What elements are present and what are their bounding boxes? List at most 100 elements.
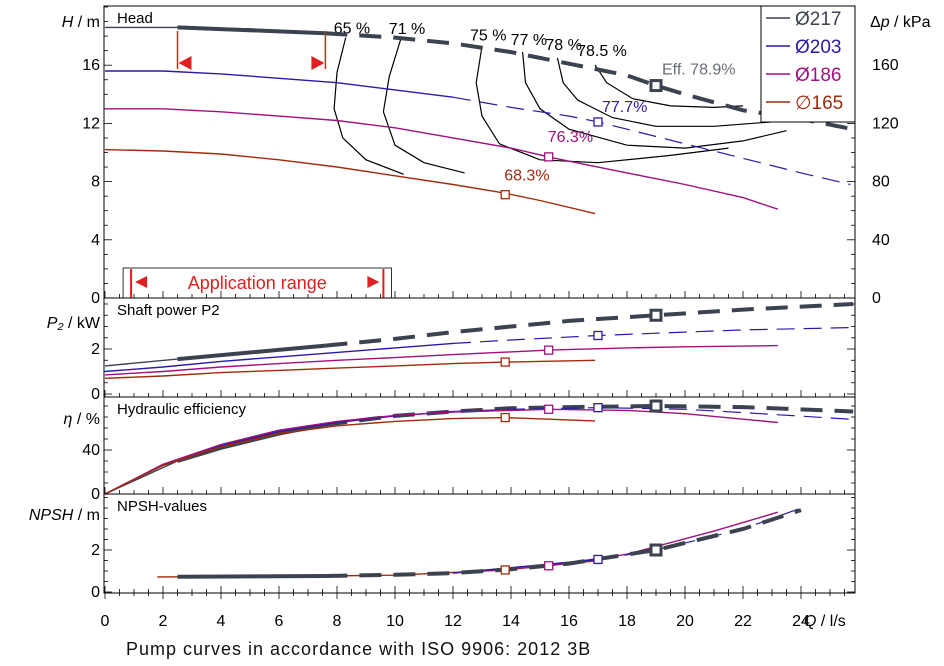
legend: Ø217 Ø203 Ø186 ∅165 (760, 5, 856, 123)
series-line (452, 511, 778, 574)
right-tick-label: 40 (872, 232, 890, 249)
series-line-dashed-bold (325, 302, 854, 348)
series-npsh (452, 505, 808, 574)
y-tick-label: 2 (91, 341, 100, 358)
operating-point-marker (500, 190, 510, 200)
x-tick-label: 8 (333, 613, 342, 630)
panel-npsh: 0 2 NPSH / m NPSH-values (29, 493, 855, 601)
y-axis-label: NPSH / m (29, 507, 100, 524)
operating-point-marker (544, 345, 554, 355)
series-line (104, 410, 454, 495)
series-line (104, 344, 778, 376)
operating-point-marker (500, 565, 510, 575)
footer-caption: Pump curves in accordance with ISO 9906:… (126, 639, 592, 659)
series-head (104, 148, 596, 215)
panel-title: NPSH-values (117, 498, 207, 515)
series-line-bold (177, 574, 326, 579)
efficiency-contour-label: 78.5 % (577, 43, 627, 60)
right-tick-label: 0 (872, 290, 881, 307)
right-tick-label: 120 (872, 115, 899, 132)
x-tick-label: 0 (101, 613, 110, 630)
efficiency-contour (594, 64, 744, 109)
x-axis-label: Q / l/s (804, 613, 846, 630)
operating-point-marker (649, 399, 663, 413)
series-line (104, 408, 778, 495)
x-tick-label: 16 (560, 613, 578, 630)
right-tick-label: 80 (872, 174, 890, 191)
operating-point-marker (649, 79, 663, 93)
application-range-label: Application range (188, 273, 327, 293)
operating-point-marker (649, 543, 663, 557)
series-line-dashed (452, 327, 851, 344)
series-line (104, 342, 454, 373)
operating-point-marker (500, 357, 510, 367)
series-power (104, 344, 778, 376)
y-axis-label: H / m (62, 14, 100, 31)
x-tick-label: 24 (792, 613, 810, 630)
series-line-dashed (597, 505, 808, 561)
series-line (105, 108, 779, 210)
series-line-bold (177, 343, 326, 362)
series-line-bold (177, 25, 326, 36)
operating-point-marker (593, 330, 603, 341)
efficiency-contour (382, 38, 465, 174)
operating-point-marker (500, 412, 510, 423)
efficiency-contour-label: 71 % (389, 21, 425, 38)
operating-point-marker (649, 308, 663, 322)
y-tick-label: 0 (91, 386, 100, 403)
series-efficiency (104, 408, 778, 495)
efficiency-contour-label: 77 % (511, 32, 547, 49)
y-tick-label: 8 (91, 174, 100, 191)
operating-range-right-arrow (311, 56, 325, 70)
efficiency-point-label: 68.3% (504, 168, 549, 185)
plot-frame (103, 5, 856, 594)
series-head (105, 108, 779, 210)
series-power (104, 327, 851, 373)
operating-point-marker (544, 152, 554, 162)
operating-point-marker (593, 402, 603, 413)
series-line (104, 148, 596, 215)
series-head (105, 70, 851, 186)
right-tick-label: 160 (872, 57, 899, 74)
x-tick-label: 14 (502, 613, 520, 630)
efficiency-contour (522, 52, 787, 149)
x-tick-label: 20 (676, 613, 694, 630)
operating-range-left-arrow (178, 56, 192, 70)
series-line-dashed (452, 406, 851, 420)
legend-label: ∅165 (795, 93, 843, 114)
efficiency-contour-label: 75 % (470, 27, 506, 44)
series-line-dashed (452, 96, 851, 186)
series-line (104, 358, 178, 367)
y-tick-label: 0 (91, 584, 100, 601)
panel-title: Head (117, 10, 153, 27)
x-tick-label: 2 (159, 613, 168, 630)
x-tick-label: 22 (734, 613, 752, 630)
operating-point-marker (544, 404, 554, 414)
series-power (104, 359, 596, 379)
operating-point-marker (593, 117, 603, 127)
y-tick-label: 12 (82, 115, 100, 132)
series-efficiency (104, 416, 596, 495)
efficiency-contour-label: 78 % (545, 37, 581, 54)
panel-efficiency: 0 40 η / % Hydraulic efficiency (64, 396, 855, 503)
legend-label: Ø186 (795, 65, 841, 86)
series-line (104, 416, 596, 495)
y-tick-label: 16 (82, 57, 100, 74)
series-npsh (452, 511, 778, 574)
x-tick-label: 6 (275, 613, 284, 630)
application-range-right-arrow (367, 276, 380, 288)
x-tick-label: 18 (618, 613, 636, 630)
legend-label: Ø203 (795, 37, 841, 58)
x-minor-ticks (104, 291, 845, 599)
x-tick-label: 4 (217, 613, 226, 630)
y-tick-label: 0 (91, 290, 100, 307)
panel-title: Shaft power P2 (117, 302, 220, 319)
efficiency-contour (333, 37, 404, 175)
series-npsh (177, 508, 802, 579)
legend-label: Ø217 (795, 9, 841, 30)
series-line (104, 359, 596, 379)
efficiency-contour (475, 46, 729, 164)
panel-title: Hydraulic efficiency (117, 401, 246, 418)
